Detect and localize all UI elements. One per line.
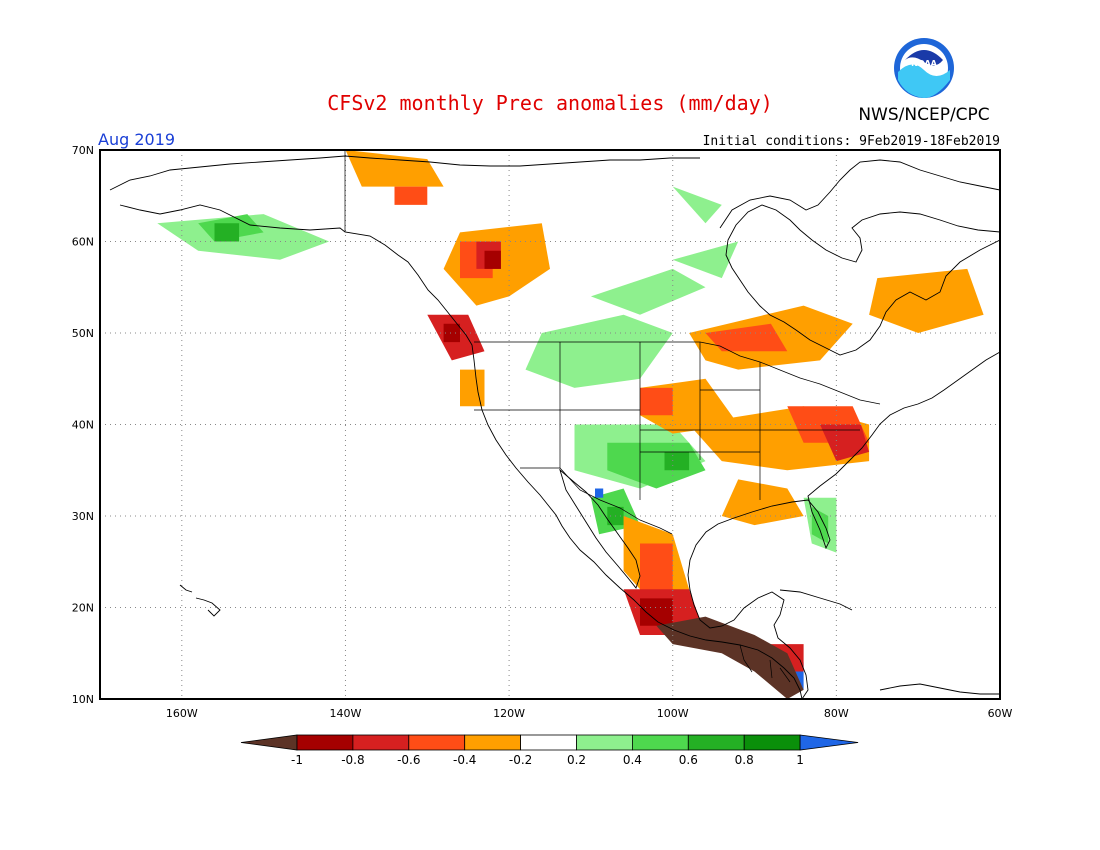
- valid-month: Aug 2019: [98, 130, 175, 149]
- anomaly-area-dark-red-0: [484, 250, 501, 269]
- anomaly-area-orange-0: [345, 150, 444, 187]
- colorbar-tick-label: 1: [796, 753, 804, 767]
- lat-tick-label: 70N: [72, 144, 94, 157]
- lat-tick-label: 10N: [72, 693, 94, 706]
- anomaly-area-dark-green-1: [664, 451, 690, 471]
- figure-title: CFSv2 monthly Prec anomalies (mm/day): [327, 91, 773, 115]
- anomaly-area-orange-red-5: [640, 543, 673, 599]
- anomaly-area-dark-green-0: [214, 223, 240, 242]
- anomaly-area-orange-6: [869, 268, 984, 333]
- colorbar-swatch: [743, 734, 801, 751]
- anomaly-area-orange-8: [460, 369, 485, 407]
- anomaly-layer: [157, 150, 984, 699]
- anomaly-area-light-green-3: [590, 268, 706, 315]
- colorbar-tick-label: -1: [291, 753, 303, 767]
- colorbar-swatch: [352, 734, 410, 751]
- lon-tick-label: 80W: [824, 707, 849, 720]
- noaa-logo-text: NOAA: [911, 59, 937, 68]
- colorbar-tick-label: -0.8: [341, 753, 364, 767]
- colorbar-swatch: [687, 734, 745, 751]
- lon-tick-label: 160W: [166, 707, 198, 720]
- anomaly-area-light-green-6: [672, 186, 722, 224]
- colorbar-swatch: [408, 734, 466, 751]
- initial-conditions: Initial conditions: 9Feb2019-18Feb2019: [703, 134, 1000, 149]
- noaa-logo: NOAA: [894, 38, 954, 98]
- colorbar-swatch: [296, 734, 354, 751]
- latitude-labels: 10N 20N 30N 40N 50N 60N 70N: [72, 144, 94, 706]
- graticule: [100, 150, 1000, 699]
- lon-tick-label: 60W: [988, 707, 1013, 720]
- anomaly-area-orange-red-2: [705, 323, 788, 352]
- agency-label: NWS/NCEP/CPC: [858, 105, 989, 125]
- lat-tick-label: 30N: [72, 510, 94, 523]
- coastlines: [109, 155, 1000, 699]
- colorbar-tick-label: -0.6: [397, 753, 420, 767]
- map-frame: [99, 149, 1001, 700]
- anomaly-area-orange-red-4: [640, 387, 673, 416]
- colorbar-swatch: [576, 734, 633, 751]
- anomaly-area-light-green-5: [672, 241, 739, 279]
- colorbar-swatch: [632, 734, 689, 751]
- lat-tick-label: 40N: [72, 419, 94, 432]
- anomaly-area-dark-red-1: [443, 323, 460, 343]
- political-borders: [344, 150, 881, 683]
- anomaly-area-orange-5: [721, 479, 804, 526]
- colorbar-tick-label: -0.2: [509, 753, 532, 767]
- colorbar-swatch: [520, 734, 577, 751]
- colorbar: [240, 734, 859, 751]
- colorbar-tick-label: 0.6: [679, 753, 698, 767]
- colorbar-under-triangle: [240, 734, 298, 751]
- lat-tick-label: 20N: [72, 602, 94, 615]
- lon-tick-label: 100W: [657, 707, 689, 720]
- anomaly-area-light-green-0: [157, 214, 330, 260]
- colorbar-tick-label: 0.8: [735, 753, 754, 767]
- colorbar-tick-label: -0.4: [453, 753, 476, 767]
- longitude-labels: 160W 140W 120W 100W 80W 60W: [166, 707, 1013, 720]
- anomaly-area-red-2: [820, 424, 870, 462]
- lon-tick-label: 140W: [330, 707, 362, 720]
- lat-tick-label: 60N: [72, 236, 94, 249]
- lon-tick-label: 120W: [493, 707, 525, 720]
- colorbar-swatch: [464, 734, 522, 751]
- colorbar-tick-label: 0.2: [567, 753, 586, 767]
- anomaly-area-dark-red-2: [640, 598, 673, 626]
- colorbar-tick-label: 0.4: [623, 753, 642, 767]
- lat-tick-label: 50N: [72, 327, 94, 340]
- colorbar-labels: -1 -0.8 -0.6 -0.4 -0.2 0.2 0.4 0.6 0.8 1: [291, 753, 804, 767]
- anomaly-area-orange-red-0: [394, 186, 428, 205]
- colorbar-over-triangle: [799, 734, 859, 751]
- anomaly-area-blue-0: [595, 488, 604, 498]
